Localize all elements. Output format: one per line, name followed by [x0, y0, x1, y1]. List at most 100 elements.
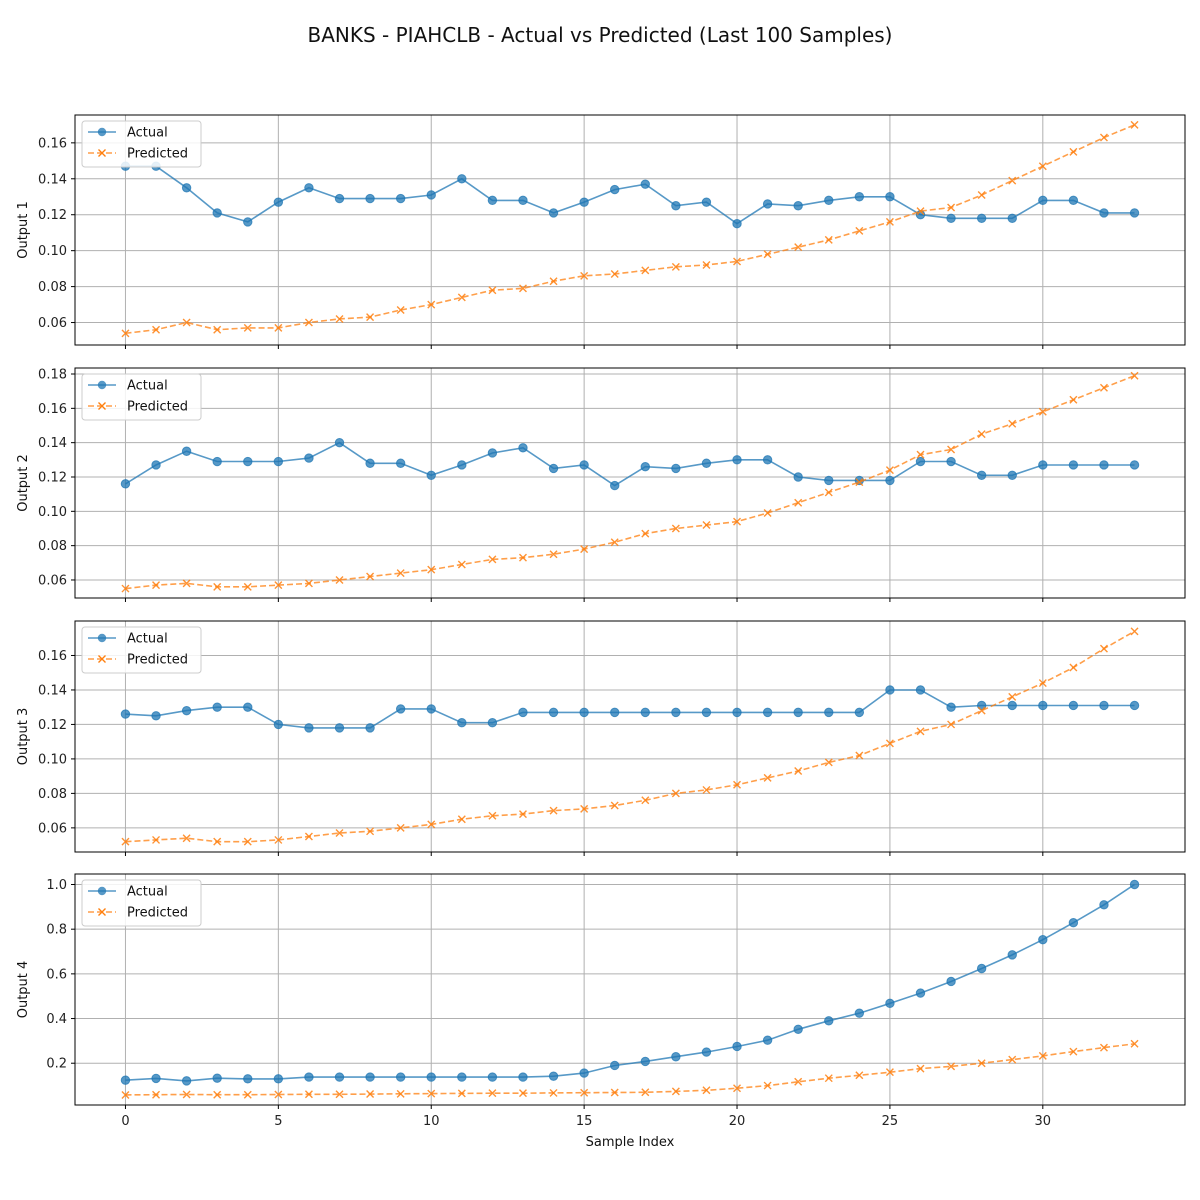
predicted-point	[824, 758, 833, 767]
predicted-point	[916, 450, 925, 459]
predicted-point	[977, 430, 986, 439]
actual-point	[671, 463, 681, 474]
predicted-point	[580, 1088, 589, 1097]
predicted-point	[366, 572, 375, 581]
y-tick-label: 0.08	[38, 539, 67, 554]
y-tick-label: 1.0	[46, 878, 67, 893]
x-tick-label: 0	[121, 1114, 129, 1129]
predicted-point	[580, 271, 589, 280]
predicted-point	[702, 785, 711, 794]
actual-point	[426, 470, 436, 480]
predicted-point	[1038, 679, 1047, 688]
legend-actual-label: Actual	[127, 126, 168, 141]
actual-point	[487, 448, 498, 458]
predicted-point	[335, 575, 344, 584]
predicted-point	[977, 190, 986, 199]
x-tick-label: 5	[274, 1114, 282, 1129]
predicted-point	[121, 584, 130, 593]
legend-actual-marker	[97, 380, 107, 390]
predicted-point	[335, 829, 344, 838]
predicted-point	[855, 226, 864, 235]
y-axis-title: Output 2	[16, 454, 31, 512]
actual-point	[426, 1072, 436, 1082]
x-tick-label: 30	[1035, 1114, 1052, 1129]
actual-point	[1038, 934, 1048, 945]
predicted-point	[243, 1090, 252, 1099]
actual-point	[1038, 700, 1048, 711]
y-tick-label: 0.06	[38, 821, 67, 836]
predicted-point	[671, 524, 680, 533]
actual-point	[946, 456, 956, 467]
actual-point	[1038, 195, 1048, 206]
actual-point	[457, 1072, 467, 1082]
actual-point	[671, 201, 681, 211]
predicted-point	[152, 581, 161, 590]
actual-point	[273, 719, 284, 730]
predicted-point	[243, 323, 252, 332]
predicted-point	[916, 1064, 925, 1073]
predicted-point	[1130, 1039, 1139, 1048]
legend: Actual Predicted	[81, 373, 202, 421]
x-tick-label: 25	[882, 1114, 899, 1129]
predicted-point	[1069, 1047, 1078, 1056]
legend-actual-label: Actual	[127, 379, 168, 394]
panel-2: 0.06 0.08 0.10 0.12 0.14 0.16 0.18 Output 2 Actu…	[16, 367, 1186, 602]
actual-point	[976, 470, 987, 480]
actual-point	[793, 1024, 803, 1034]
actual-point	[732, 455, 742, 465]
actual-point	[732, 219, 742, 229]
figure-title: BANKS - PIAHCLB - Actual vs Predicted (L…	[308, 23, 893, 47]
actual-point	[304, 723, 314, 733]
actual-point	[579, 460, 589, 470]
predicted-point	[1008, 176, 1017, 185]
actual-point	[915, 988, 926, 998]
legend-predicted-label: Predicted	[127, 147, 188, 162]
predicted-point	[610, 270, 619, 279]
actual-point	[212, 1073, 222, 1083]
predicted-point	[213, 837, 222, 846]
actual-point	[885, 192, 895, 202]
legend-predicted-marker	[98, 908, 106, 916]
predicted-point	[121, 837, 130, 846]
y-tick-label: 0.14	[38, 436, 67, 451]
predicted-point	[916, 727, 925, 736]
actual-point	[885, 998, 895, 1009]
actual-point	[518, 707, 528, 718]
predicted-point	[427, 820, 436, 829]
actual-point	[120, 479, 131, 489]
legend-actual-marker	[97, 633, 107, 643]
actual-point	[640, 461, 650, 472]
predicted-point	[580, 804, 589, 813]
predicted-point	[243, 582, 252, 591]
actual-point	[548, 463, 559, 474]
legend: Actual Predicted	[81, 120, 202, 168]
actual-point	[243, 1074, 253, 1084]
actual-point	[395, 1072, 406, 1082]
predicted-point	[488, 1089, 497, 1098]
predicted-point	[274, 323, 283, 332]
actual-point	[610, 184, 620, 195]
y-tick-label: 0.10	[38, 244, 67, 259]
predicted-line	[125, 1043, 1135, 1096]
predicted-point	[671, 1087, 680, 1096]
actual-point	[854, 192, 865, 202]
actual-point	[304, 183, 314, 193]
actual-point	[518, 195, 528, 206]
predicted-point	[1069, 663, 1078, 672]
actual-point	[151, 711, 161, 721]
panel-1: 0.06 0.08 0.10 0.12 0.14 0.16 Output 1 Actual Pr…	[16, 114, 1186, 349]
panel-3: 0.06 0.08 0.10 0.12 0.14 0.16 Output 3 Actual Pr…	[16, 620, 1186, 856]
actual-point	[426, 190, 436, 200]
actual-point	[181, 1076, 192, 1086]
predicted-point	[1099, 1043, 1108, 1052]
axes-frame	[74, 114, 1186, 346]
actual-point	[273, 456, 284, 467]
predicted-point	[671, 789, 680, 798]
actual-point	[610, 1060, 620, 1071]
predicted-point	[733, 1084, 742, 1093]
actual-point	[793, 707, 803, 718]
y-tick-label: 0.8	[46, 923, 67, 938]
actual-point	[915, 685, 926, 695]
actual-point	[762, 1035, 773, 1045]
